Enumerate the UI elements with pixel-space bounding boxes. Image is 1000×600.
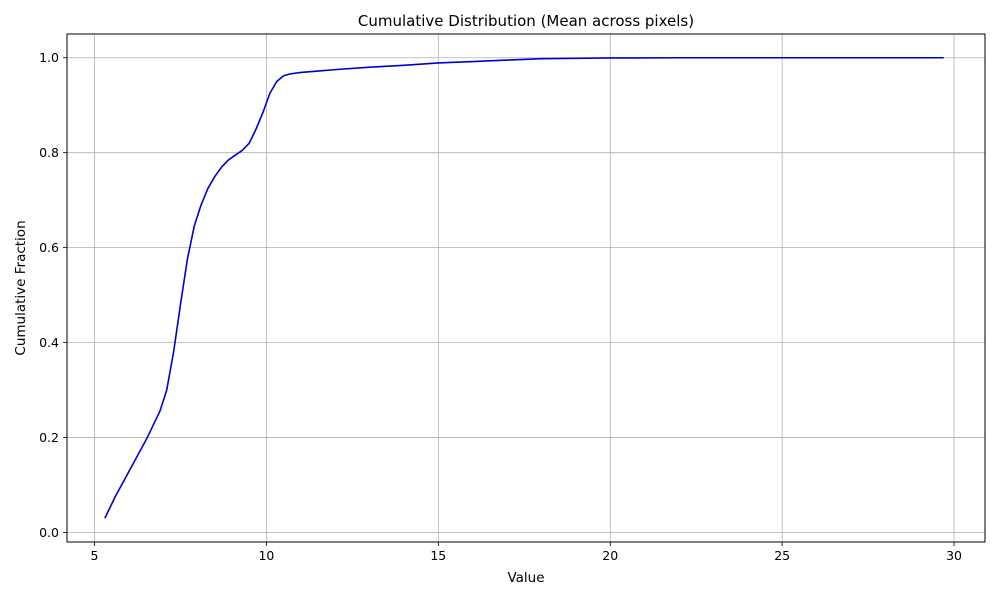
x-tick-label: 25	[774, 548, 790, 563]
y-tick-label: 0.2	[39, 430, 59, 445]
y-tick-label: 1.0	[39, 50, 59, 65]
x-axis-label: Value	[507, 570, 544, 586]
x-tick-label: 10	[258, 548, 274, 563]
y-tick-label: 0.8	[39, 145, 59, 160]
x-tick-label: 15	[430, 548, 446, 563]
x-axis-ticks: 5 10 15 20 25 30	[91, 542, 962, 563]
y-tick-label: 0.6	[39, 240, 59, 255]
x-tick-label: 20	[602, 548, 618, 563]
y-axis-label: Cumulative Fraction	[13, 220, 29, 355]
cdf-line	[104, 56, 944, 519]
x-tick-label: 5	[91, 548, 99, 563]
plot-background	[67, 34, 985, 542]
plot-frame	[66, 33, 986, 543]
x-tick-label: 30	[946, 548, 962, 563]
y-axis-ticks: 0.0 0.2 0.4 0.6 0.8 1.0	[39, 50, 67, 540]
y-tick-label: 0.0	[39, 525, 59, 540]
grid-lines	[67, 34, 985, 542]
y-tick-label: 0.4	[39, 335, 59, 350]
chart-title: Cumulative Distribution (Mean across pix…	[358, 12, 694, 30]
series-group	[104, 56, 944, 519]
